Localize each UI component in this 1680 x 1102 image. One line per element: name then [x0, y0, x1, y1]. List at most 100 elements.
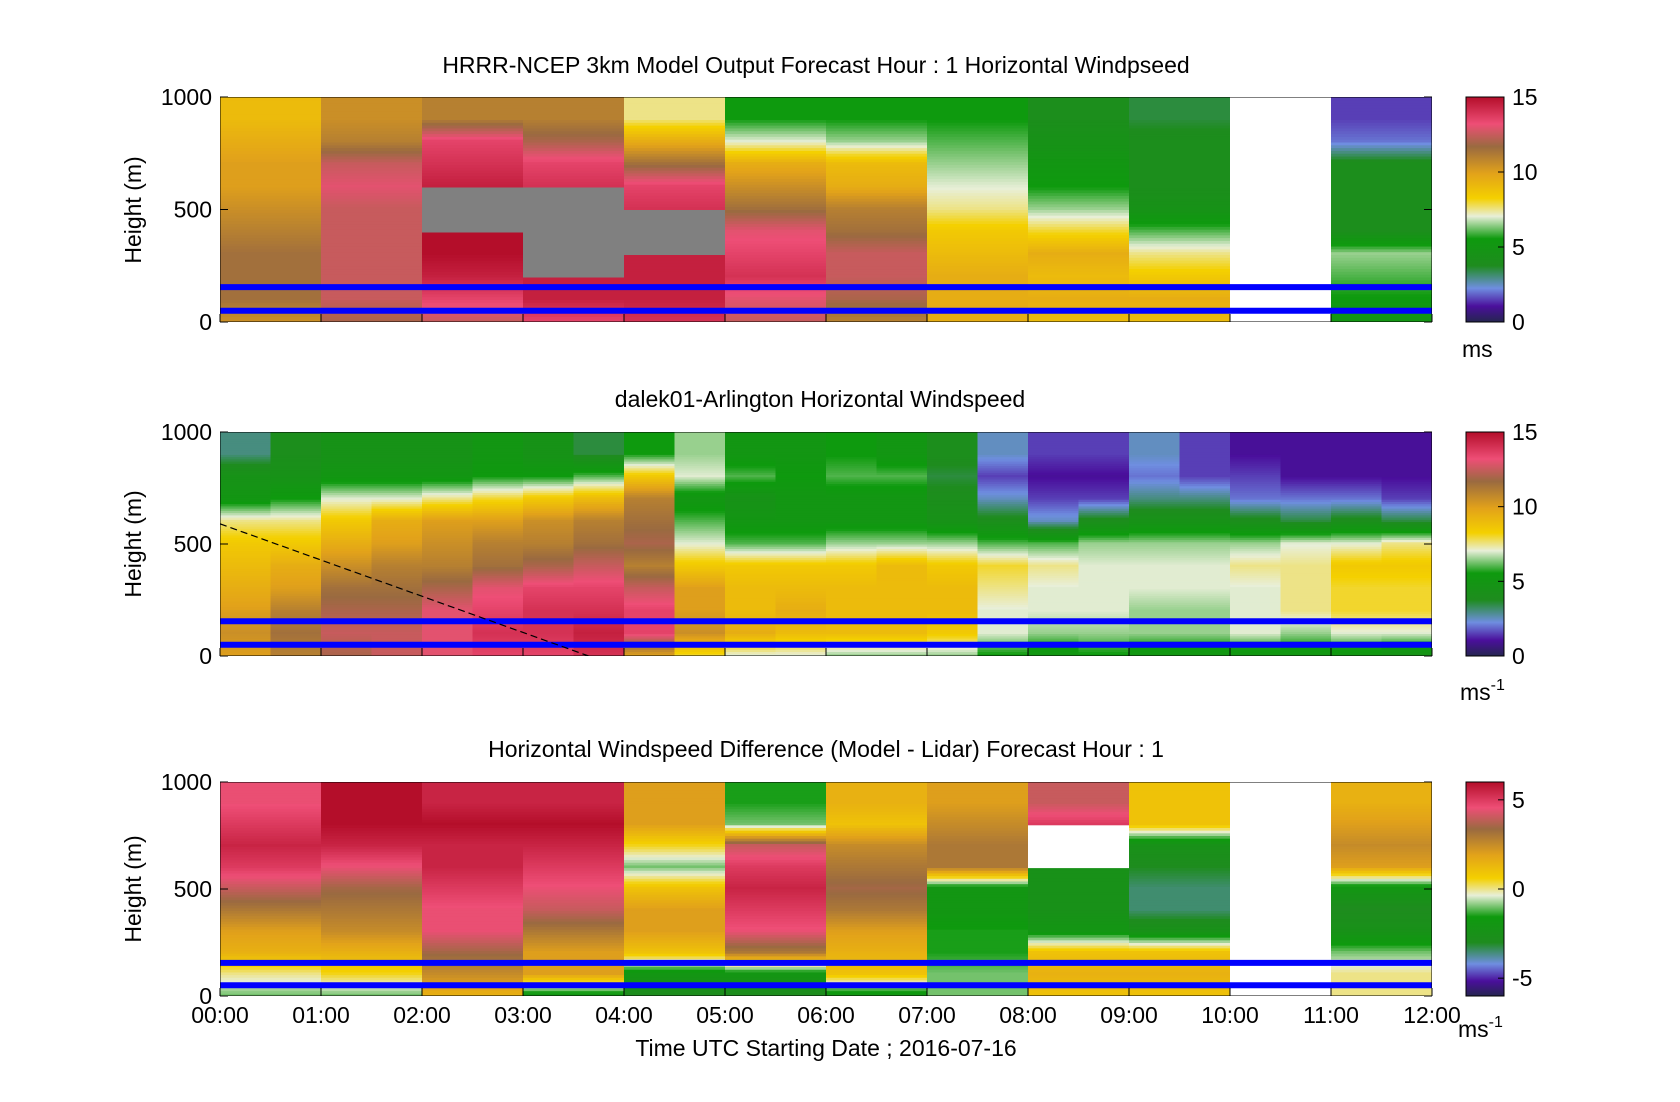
heatmap-cell: [1078, 499, 1130, 502]
heatmap-cell: [523, 530, 574, 534]
heatmap-cell: [977, 573, 1029, 576]
heatmap-cell: [1129, 835, 1231, 839]
heatmap-cell: [927, 447, 978, 451]
heatmap-cell: [371, 544, 423, 547]
heatmap-cell: [927, 843, 1029, 847]
heatmap-cell: [927, 945, 1029, 949]
heatmap-cell: [1129, 966, 1231, 970]
heatmap-cell: [1179, 472, 1231, 476]
heatmap-cell: [220, 526, 271, 529]
heatmap-cell: [1028, 913, 1130, 917]
heatmap-cell: [1280, 508, 1332, 511]
heatmap-cell: [1028, 915, 1130, 919]
heatmap-cell: [1179, 591, 1231, 594]
heatmap-cell: [422, 880, 524, 885]
heatmap-cell: [624, 144, 726, 149]
heatmap-cell: [523, 588, 574, 592]
heatmap-cell: [523, 108, 625, 112]
heatmap-cell: [674, 523, 726, 527]
heatmap-cell: [270, 629, 322, 632]
heatmap-cell: [573, 530, 625, 534]
heatmap-cell: [674, 521, 726, 525]
heatmap-cell: [523, 111, 625, 115]
heatmap-cell: [977, 638, 1029, 641]
heatmap-cell: [1280, 633, 1332, 637]
heatmap-cell: [422, 595, 473, 599]
heatmap-cell: [1129, 955, 1231, 960]
heatmap-cell: [1331, 164, 1432, 168]
heatmap-cell: [927, 582, 978, 585]
heatmap-cell: [1028, 966, 1130, 970]
heatmap-cell: [775, 568, 827, 572]
heatmap-cell: [573, 624, 625, 628]
heatmap-cell: [1028, 550, 1079, 554]
heatmap-cell: [624, 434, 675, 437]
heatmap-cell: [624, 979, 726, 984]
heatmap-cell: [1331, 277, 1432, 281]
heatmap-cell: [1280, 474, 1332, 478]
heatmap-cell: [927, 232, 1029, 236]
heatmap-cell: [1331, 548, 1382, 552]
heatmap-cell: [573, 629, 625, 632]
heatmap-cell: [775, 586, 827, 590]
heatmap-cell: [1331, 573, 1382, 576]
heatmap-cell: [624, 490, 675, 493]
heatmap-cell: [826, 490, 877, 493]
heatmap-cell: [1280, 470, 1332, 473]
heatmap-cell: [1331, 792, 1432, 796]
heatmap-cell: [573, 490, 625, 493]
heatmap-cell: [1129, 950, 1231, 954]
heatmap-cell: [321, 830, 423, 834]
heatmap-cell: [321, 878, 423, 882]
heatmap-cell: [1331, 591, 1382, 594]
heatmap-cell: [1129, 127, 1231, 132]
heatmap-cell: [472, 631, 524, 635]
heatmap-cell: [523, 856, 625, 861]
heatmap-cell: [270, 503, 322, 507]
heatmap-cell: [826, 573, 877, 576]
heatmap-cell: [1028, 561, 1079, 565]
heatmap-cell: [927, 139, 1029, 143]
heatmap-cell: [573, 519, 625, 523]
heatmap-cell: [1230, 501, 1281, 505]
heatmap-cell: [270, 611, 322, 614]
heatmap-cell: [927, 856, 1029, 861]
heatmap-cell: [1129, 501, 1180, 505]
heatmap-cell: [1129, 161, 1231, 165]
heatmap-cell: [725, 452, 776, 455]
heatmap-cell: [1230, 937, 1332, 941]
heatmap-cell: [573, 508, 625, 511]
heatmap-cell: [1129, 136, 1231, 140]
heatmap-cell: [321, 897, 423, 901]
heatmap-cell: [775, 544, 827, 547]
heatmap-cell: [422, 512, 473, 516]
heatmap-cell: [624, 584, 675, 588]
heatmap-cell: [1230, 175, 1332, 180]
heatmap-cell: [1129, 474, 1180, 478]
heatmap-cell: [1230, 443, 1281, 446]
heatmap-cell: [927, 467, 978, 471]
heatmap-cell: [775, 532, 827, 536]
heatmap-cell: [422, 514, 473, 518]
heatmap-cell: [977, 508, 1029, 511]
heatmap-cell: [826, 456, 877, 460]
heatmap-cell: [422, 494, 473, 498]
heatmap-cell: [977, 494, 1029, 498]
heatmap-cell: [1028, 492, 1079, 496]
heatmap-cell: [1028, 113, 1130, 118]
heatmap-cell: [1331, 220, 1432, 225]
heatmap-cell: [321, 784, 423, 788]
heatmap-cell: [1230, 854, 1332, 858]
heatmap-cell: [826, 910, 928, 914]
heatmap-cell: [826, 790, 928, 794]
heatmap-cell: [371, 626, 423, 630]
heatmap-cell: [422, 485, 473, 489]
heatmap-cell: [927, 108, 1029, 112]
heatmap-cell: [422, 505, 473, 509]
heatmap-cell: [876, 485, 928, 489]
heatmap-cell: [422, 602, 473, 605]
heatmap-cell: [927, 470, 978, 473]
heatmap-cell: [321, 127, 423, 132]
heatmap-cell: [674, 535, 726, 538]
